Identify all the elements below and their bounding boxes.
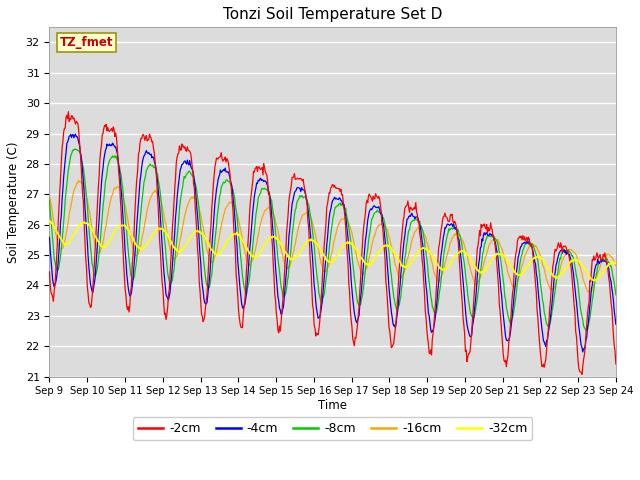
Legend: -2cm, -4cm, -8cm, -16cm, -32cm: -2cm, -4cm, -8cm, -16cm, -32cm	[133, 417, 532, 440]
-4cm	[202, 301, 210, 307]
-16cm	[115, 184, 123, 190]
-32cm	[45, 218, 53, 224]
-32cm	[114, 225, 122, 230]
-4cm	[56, 237, 63, 243]
-4cm	[612, 321, 620, 327]
-4cm	[72, 131, 79, 137]
-2cm	[578, 372, 586, 377]
-32cm	[56, 234, 63, 240]
-4cm	[419, 243, 427, 249]
-8cm	[202, 280, 210, 286]
-32cm	[419, 246, 426, 252]
-16cm	[419, 228, 427, 234]
Line: -32cm: -32cm	[49, 221, 616, 281]
-8cm	[403, 244, 410, 250]
-2cm	[172, 160, 180, 166]
-2cm	[65, 109, 72, 115]
-16cm	[75, 178, 83, 183]
-32cm	[612, 260, 620, 266]
Y-axis label: Soil Temperature (C): Soil Temperature (C)	[7, 141, 20, 263]
-16cm	[612, 263, 620, 268]
-32cm	[172, 247, 179, 252]
-2cm	[202, 298, 210, 304]
-32cm	[591, 278, 598, 284]
-32cm	[402, 264, 410, 270]
-16cm	[403, 261, 410, 266]
Title: Tonzi Soil Temperature Set D: Tonzi Soil Temperature Set D	[223, 7, 442, 22]
-2cm	[419, 263, 427, 269]
-8cm	[172, 242, 180, 248]
Line: -4cm: -4cm	[49, 134, 616, 352]
-2cm	[56, 191, 63, 197]
-16cm	[45, 193, 53, 199]
-16cm	[172, 254, 180, 260]
-4cm	[115, 163, 123, 169]
Line: -16cm: -16cm	[49, 180, 616, 292]
-4cm	[403, 222, 410, 228]
-2cm	[612, 361, 620, 367]
-4cm	[579, 349, 587, 355]
Line: -8cm: -8cm	[49, 149, 616, 331]
-8cm	[71, 146, 79, 152]
X-axis label: Time: Time	[318, 399, 347, 412]
-4cm	[45, 234, 53, 240]
-2cm	[45, 269, 53, 275]
-8cm	[582, 328, 590, 334]
Text: TZ_fmet: TZ_fmet	[60, 36, 113, 49]
-2cm	[115, 170, 123, 176]
-16cm	[586, 289, 594, 295]
-16cm	[202, 243, 210, 249]
-4cm	[172, 206, 180, 212]
-8cm	[45, 197, 53, 203]
-8cm	[115, 163, 123, 168]
-2cm	[403, 203, 410, 209]
-8cm	[612, 292, 620, 298]
-32cm	[202, 235, 209, 240]
-16cm	[56, 247, 63, 252]
-8cm	[56, 259, 63, 265]
-8cm	[419, 228, 427, 234]
Line: -2cm: -2cm	[49, 112, 616, 374]
